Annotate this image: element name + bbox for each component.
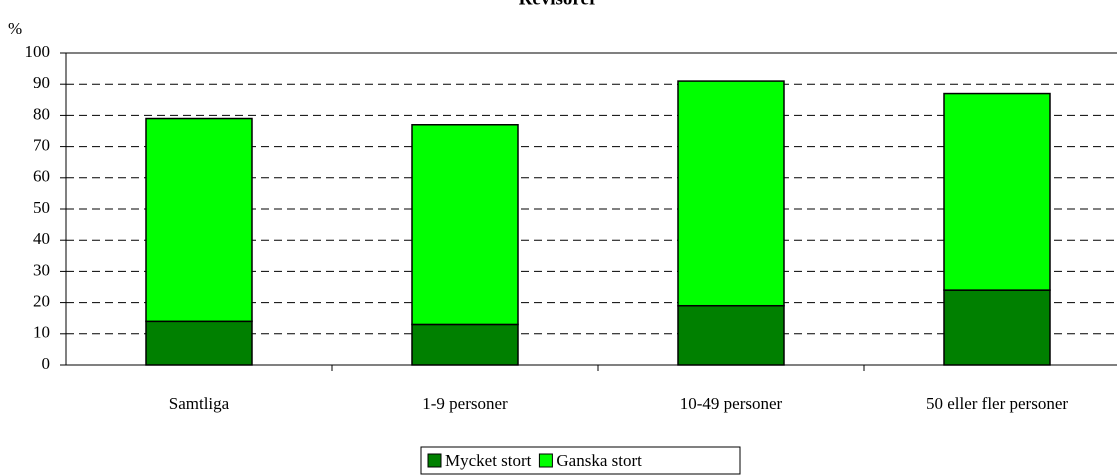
legend-swatch	[427, 453, 442, 468]
bar-segment	[677, 80, 785, 307]
bar-segment	[145, 117, 253, 323]
y-tick-label: 90	[33, 73, 50, 92]
y-tick-label: 50	[33, 198, 50, 217]
bar-segment	[411, 323, 519, 366]
y-axis-label: %	[8, 19, 22, 38]
y-tick-label: 20	[33, 292, 50, 311]
y-tick-label: 70	[33, 136, 50, 155]
x-tick-label: 1-9 personer	[422, 394, 508, 413]
x-tick-label: 10-49 personer	[680, 394, 783, 413]
bar-segment	[145, 320, 253, 366]
y-tick-label: 40	[33, 229, 50, 248]
legend-frame	[420, 446, 741, 475]
bar-segment	[411, 124, 519, 326]
bar-segment	[943, 92, 1051, 291]
y-tick-label: 10	[33, 323, 50, 342]
y-tick-label: 60	[33, 167, 50, 186]
chart-title: Revisorer	[519, 0, 598, 9]
bar-segment	[943, 289, 1051, 366]
legend-swatch	[538, 453, 553, 468]
x-tick-label: 50 eller fler personer	[926, 394, 1068, 413]
legend-label: Ganska stort	[556, 451, 642, 470]
y-tick-label: 100	[25, 42, 51, 61]
x-tick-label: Samtliga	[169, 394, 230, 413]
y-tick-label: 0	[42, 354, 51, 373]
y-tick-label: 30	[33, 260, 50, 279]
legend: Mycket stort Ganska stort	[420, 446, 741, 475]
y-tick-label: 80	[33, 104, 50, 123]
legend-label: Mycket stort	[445, 451, 532, 470]
bar-segment	[677, 304, 785, 366]
